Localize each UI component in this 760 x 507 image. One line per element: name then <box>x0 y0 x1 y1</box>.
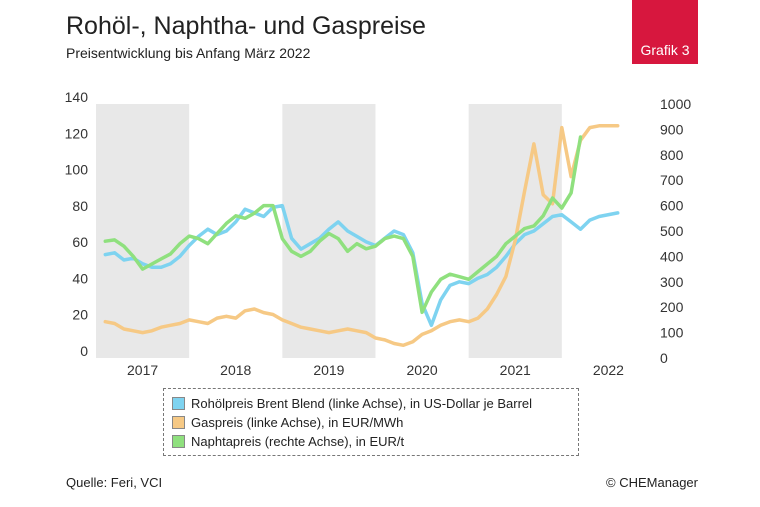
x-axis: 2017 2018 2019 2020 2021 2022 <box>127 362 624 378</box>
series-line-brent <box>103 203 620 328</box>
right-tick-label: 800 <box>660 147 684 163</box>
x-tick-label: 2017 <box>127 362 158 378</box>
x-tick-label: 2018 <box>220 362 251 378</box>
legend-item-brent: Rohölpreis Brent Blend (linke Achse), in… <box>172 394 570 413</box>
left-tick-label: 140 <box>65 89 89 105</box>
right-tick-label: 0 <box>660 350 668 366</box>
year-band-2017 <box>96 104 190 358</box>
right-tick-label: 1000 <box>660 96 691 112</box>
series-line-naphtha <box>103 135 583 315</box>
chart-subtitle: Preisentwicklung bis Anfang März 2022 <box>66 45 311 61</box>
x-tick-label: 2022 <box>593 362 624 378</box>
right-tick-label: 300 <box>660 274 684 290</box>
left-tick-label: 20 <box>72 307 88 323</box>
x-tick-label: 2019 <box>313 362 344 378</box>
series-line-gas <box>103 124 620 348</box>
right-axis: 0 100 200 300 400 500 600 700 800 900 1000 <box>660 96 691 366</box>
legend-swatch-brent <box>172 397 185 410</box>
left-tick-label: 80 <box>72 198 88 214</box>
left-tick-label: 40 <box>72 270 88 286</box>
right-tick-label: 200 <box>660 299 684 315</box>
copyright-note: © CHEManager <box>606 475 698 490</box>
right-tick-label: 900 <box>660 121 684 137</box>
right-tick-label: 700 <box>660 172 684 188</box>
legend-label-gas: Gaspreis (linke Achse), in EUR/MWh <box>191 415 404 430</box>
left-tick-label: 100 <box>65 162 89 178</box>
legend-item-gas: Gaspreis (linke Achse), in EUR/MWh <box>172 413 570 432</box>
left-axis: 0 20 40 60 80 100 120 140 <box>65 89 89 359</box>
right-tick-label: 100 <box>660 325 684 341</box>
legend-swatch-naphtha <box>172 435 185 448</box>
right-tick-label: 400 <box>660 248 684 264</box>
figure-badge-label: Grafik 3 <box>640 42 690 58</box>
source-note: Quelle: Feri, VCI <box>66 475 163 490</box>
legend-item-naphtha: Naphtapreis (rechte Achse), in EUR/t <box>172 432 570 451</box>
legend-swatch-gas <box>172 416 185 429</box>
left-tick-label: 60 <box>72 234 88 250</box>
left-tick-label: 120 <box>65 125 89 141</box>
x-tick-label: 2020 <box>407 362 438 378</box>
right-tick-label: 600 <box>660 198 684 214</box>
legend: Rohölpreis Brent Blend (linke Achse), in… <box>163 388 579 456</box>
right-tick-label: 500 <box>660 223 684 239</box>
legend-label-brent: Rohölpreis Brent Blend (linke Achse), in… <box>191 396 533 411</box>
series-lines <box>103 124 620 348</box>
chart-title: Rohöl-, Naphtha- und Gaspreise <box>66 12 426 40</box>
figure-badge: Grafik 3 <box>632 0 698 64</box>
x-tick-label: 2021 <box>500 362 531 378</box>
left-tick-label: 0 <box>80 343 88 359</box>
legend-label-naphtha: Naphtapreis (rechte Achse), in EUR/t <box>191 434 405 449</box>
